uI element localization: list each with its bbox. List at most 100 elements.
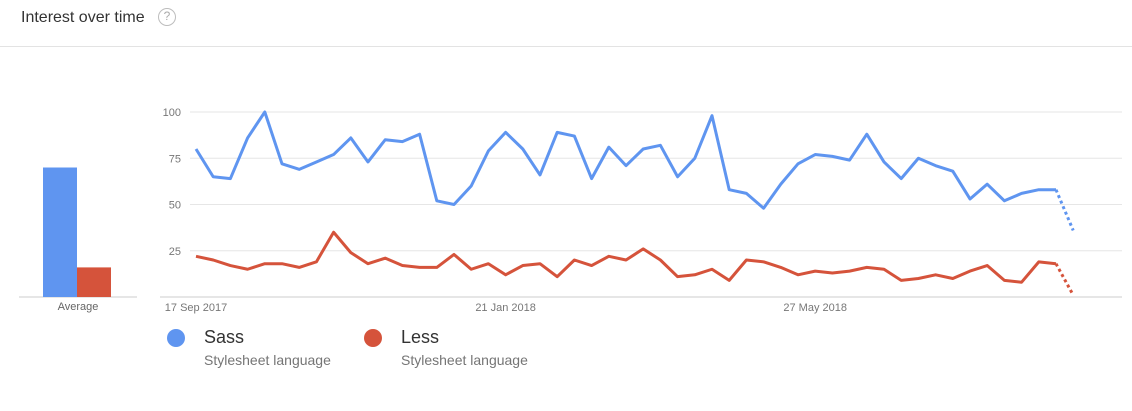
data-point-less xyxy=(297,265,301,269)
data-point-less xyxy=(675,274,679,278)
series-line-less xyxy=(195,230,1057,284)
data-point-less xyxy=(813,269,817,273)
data-point-sass xyxy=(985,182,989,186)
data-point-less xyxy=(435,265,439,269)
x-tick-label: 17 Sep 2017 xyxy=(165,302,227,314)
question-circle-icon[interactable]: ? xyxy=(158,8,176,26)
data-point-sass xyxy=(228,176,232,180)
data-point-sass xyxy=(761,206,765,210)
data-point-less xyxy=(761,260,765,264)
data-point-less xyxy=(211,258,215,262)
data-point-sass xyxy=(658,143,662,147)
legend-name-sass: Sass xyxy=(204,327,245,347)
data-point-sass xyxy=(779,182,783,186)
data-point-sass xyxy=(331,152,335,156)
data-point-less xyxy=(658,258,662,262)
data-point-less xyxy=(933,273,937,277)
data-point-sass xyxy=(538,173,542,177)
data-point-sass xyxy=(503,130,507,134)
data-point-less xyxy=(228,263,232,267)
data-point-less xyxy=(417,265,421,269)
data-point-less xyxy=(865,265,869,269)
data-point-less xyxy=(469,267,473,271)
data-point-sass xyxy=(280,162,284,166)
data-point-sass xyxy=(211,175,215,179)
data-point-less xyxy=(1037,260,1041,264)
legend-name-less: Less xyxy=(401,327,440,347)
data-point-sass xyxy=(641,147,645,151)
y-tick-label: 25 xyxy=(169,246,181,258)
data-point-less xyxy=(830,271,834,275)
data-point-sass xyxy=(572,134,576,138)
data-point-less xyxy=(194,254,198,258)
data-point-less xyxy=(383,256,387,260)
data-point-less xyxy=(572,258,576,262)
data-point-sass xyxy=(693,156,697,160)
data-point-less xyxy=(779,265,783,269)
data-point-less xyxy=(366,262,370,266)
data-point-sass xyxy=(435,199,439,203)
data-point-sass xyxy=(452,202,456,206)
data-point-sass xyxy=(744,191,748,195)
data-point-sass xyxy=(1054,188,1058,192)
data-point-less xyxy=(400,263,404,267)
data-point-sass xyxy=(245,136,249,140)
x-tick-label: 21 Jan 2018 xyxy=(475,302,536,314)
data-point-less xyxy=(555,274,559,278)
data-point-less xyxy=(1071,293,1075,297)
data-point-sass xyxy=(624,163,628,167)
data-point-sass xyxy=(830,154,834,158)
chart-title: Interest over time xyxy=(21,9,145,26)
data-point-sass xyxy=(366,160,370,164)
data-point-sass xyxy=(1037,188,1041,192)
data-point-sass xyxy=(727,188,731,192)
data-point-less xyxy=(693,273,697,277)
series-partial-sass xyxy=(1054,189,1075,231)
data-point-less xyxy=(968,269,972,273)
y-tick-label: 50 xyxy=(169,200,181,212)
data-point-less xyxy=(951,276,955,280)
data-point-less xyxy=(641,247,645,251)
data-point-less xyxy=(796,273,800,277)
header: Interest over time ? xyxy=(0,0,1132,47)
data-point-sass xyxy=(865,132,869,136)
data-point-sass xyxy=(607,145,611,149)
data-point-less xyxy=(985,263,989,267)
data-point-sass xyxy=(1071,228,1075,232)
data-point-sass xyxy=(469,184,473,188)
data-point-less xyxy=(916,276,920,280)
data-point-less xyxy=(349,250,353,254)
data-point-less xyxy=(314,260,318,264)
series-line-sass xyxy=(194,110,1056,210)
legend-sub-less: Stylesheet language xyxy=(401,352,528,368)
x-tick-label: 27 May 2018 xyxy=(783,302,847,314)
data-point-sass xyxy=(933,163,937,167)
data-point-less xyxy=(624,258,628,262)
data-point-less xyxy=(882,267,886,271)
data-point-sass xyxy=(951,169,955,173)
less-legend-dot-icon xyxy=(364,329,382,347)
data-point-sass xyxy=(675,175,679,179)
data-point-sass xyxy=(349,136,353,140)
average-bar-sass xyxy=(43,167,77,297)
data-point-less xyxy=(280,262,284,266)
data-point-sass xyxy=(194,147,198,151)
data-point-less xyxy=(331,230,335,234)
data-point-sass xyxy=(383,138,387,142)
series-partial-less xyxy=(1054,262,1075,296)
data-point-less xyxy=(744,258,748,262)
data-point-sass xyxy=(796,162,800,166)
legend-sub-sass: Stylesheet language xyxy=(204,352,331,368)
average-bar-less xyxy=(77,267,111,297)
data-point-sass xyxy=(968,197,972,201)
data-point-sass xyxy=(899,176,903,180)
data-point-sass xyxy=(847,158,851,162)
data-point-sass xyxy=(882,160,886,164)
average-label: Average xyxy=(57,301,99,313)
data-point-less xyxy=(899,278,903,282)
data-point-less xyxy=(263,262,267,266)
y-tick-label: 75 xyxy=(169,153,181,165)
data-point-less xyxy=(589,263,593,267)
data-point-less xyxy=(1019,280,1023,284)
